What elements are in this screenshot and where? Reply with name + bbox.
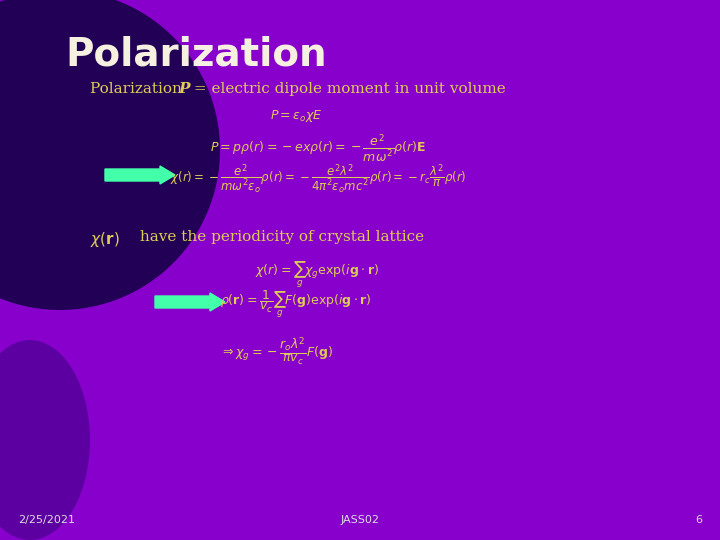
FancyArrow shape	[155, 293, 225, 311]
Text: 6: 6	[695, 515, 702, 525]
Text: $P = p\rho(r) = -ex\rho(r) = -\dfrac{e^2}{m\omega^2}\rho(r)\mathbf{E}$: $P = p\rho(r) = -ex\rho(r) = -\dfrac{e^2…	[210, 132, 426, 164]
Ellipse shape	[0, 340, 90, 540]
Text: $\Rightarrow \chi_g = -\dfrac{r_o\lambda^2}{\pi v_c}F(\mathbf{g})$: $\Rightarrow \chi_g = -\dfrac{r_o\lambda…	[220, 335, 333, 367]
Text: $\chi(\mathbf{r})$: $\chi(\mathbf{r})$	[90, 230, 120, 249]
FancyArrow shape	[105, 166, 175, 184]
Text: JASS02: JASS02	[341, 515, 379, 525]
Text: $\chi(r) = -\dfrac{e^2}{m\omega^2\varepsilon_o}\rho(r) = -\dfrac{e^2\lambda^2}{4: $\chi(r) = -\dfrac{e^2}{m\omega^2\vareps…	[170, 162, 467, 195]
Text: 2/25/2021: 2/25/2021	[18, 515, 75, 525]
Text: $P = \varepsilon_o \chi E$: $P = \varepsilon_o \chi E$	[270, 108, 323, 124]
Text: = electric dipole moment in unit volume: = electric dipole moment in unit volume	[189, 82, 505, 96]
Text: $\rho(\mathbf{r}) = \dfrac{1}{v_c}\sum_g F(\mathbf{g})\exp(i\mathbf{g}\cdot\math: $\rho(\mathbf{r}) = \dfrac{1}{v_c}\sum_g…	[220, 288, 372, 320]
Text: Polarization: Polarization	[90, 82, 186, 96]
Text: Polarization: Polarization	[65, 35, 327, 73]
Text: $\chi(r) = \sum_g \chi_g \exp(i\mathbf{g}\cdot\mathbf{r})$: $\chi(r) = \sum_g \chi_g \exp(i\mathbf{g…	[255, 260, 379, 290]
Text: P: P	[178, 82, 189, 96]
Circle shape	[0, 0, 220, 310]
Text: have the periodicity of crystal lattice: have the periodicity of crystal lattice	[135, 230, 424, 244]
